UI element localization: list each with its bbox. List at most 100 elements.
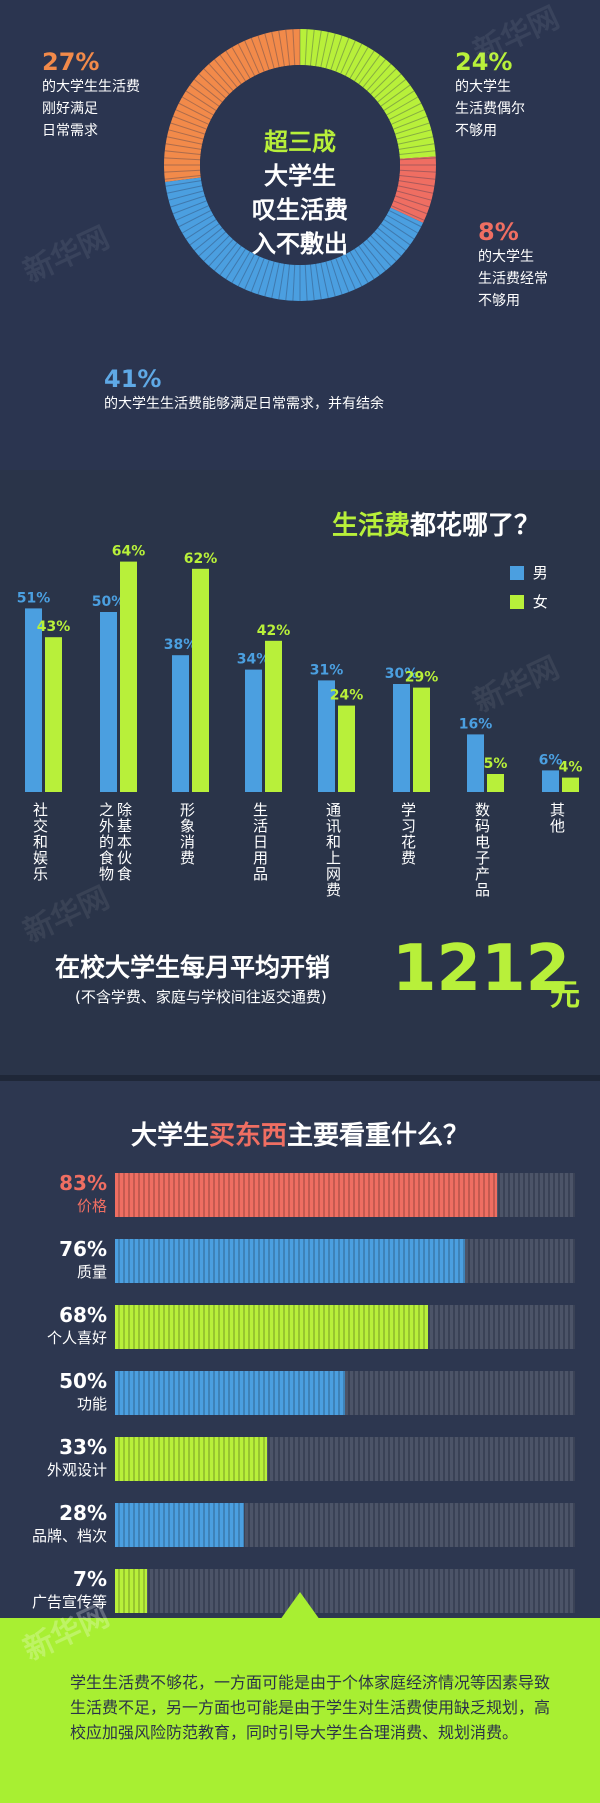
donut-stripe [214, 58, 238, 88]
bar-male [172, 655, 189, 792]
donut-label-24: 24% 的大学生 生活费偶尔 不够用 [455, 48, 525, 142]
donut-stripe [164, 157, 201, 161]
bar-value-label: 6% [539, 752, 563, 768]
donut-chart [164, 29, 436, 301]
donut-stripe [315, 30, 322, 67]
donut-stripe [168, 129, 204, 140]
spending-bar-chart: 51% 43% 50% 64% 38% 62% 34% 42% 31% 24% 30%29% 16% 5… [17, 544, 583, 792]
note-text: 学生生活费不够花，一方面可能是由于个体家庭经济情况等因素导致生活费不足，另一方面… [70, 1673, 551, 1742]
legend-swatch [510, 565, 524, 580]
donut-stripe [166, 185, 203, 194]
bar-female [192, 568, 209, 792]
donut-stripe [399, 174, 436, 180]
donut-stripe [393, 200, 428, 215]
donut-stripe [391, 109, 425, 125]
donut-text: 的大学生 [478, 249, 534, 265]
category-label: 除基本伙食之外的食物 [97, 802, 133, 882]
donut-text: 生活费偶尔 [455, 101, 525, 117]
donut-stripe [250, 37, 265, 72]
bar-female [338, 705, 355, 792]
donut-text: 的大学生生活费 [42, 79, 140, 95]
category-label: 其他 [548, 802, 566, 834]
donut-stripe [380, 223, 411, 246]
donut-stripe [225, 50, 246, 82]
bar-female [265, 640, 282, 792]
donut-stripe [399, 157, 436, 161]
factors-section: 大学生买东西主要看重什么？ 83% 价格 76% 质量 68% 个人喜好 50% 功能 33% 外… [0, 1075, 600, 1618]
donut-section: 超三成 大学生 叹生活费 入不敷出 27% 的大学生生活费 刚好满足 日常需求 … [0, 0, 600, 470]
donut-label-41: 41% 的大学生生活费能够满足日常需求，并有结余 [104, 365, 384, 415]
bar-female [45, 637, 62, 792]
avg-spend-title: 在校大学生每月平均开销 [55, 953, 331, 982]
donut-stripe [244, 256, 260, 290]
donut-stripe [185, 219, 217, 240]
watermark: 新华网 [18, 880, 115, 951]
donut-stripe [366, 238, 392, 267]
donut-stripe [271, 31, 280, 68]
factor-fill [115, 1569, 148, 1613]
donut-stripe [170, 195, 206, 208]
factors-title-b: 主要看重什么？ [287, 1121, 470, 1151]
donut-title-line: 大学生 [264, 162, 336, 190]
avg-spend-note: (不含学费、家庭与学校间往返交通费) [75, 988, 327, 1006]
donut-stripe [309, 29, 315, 66]
bar-female [120, 561, 137, 792]
donut-stripe [362, 58, 386, 88]
donut-stripe [383, 219, 415, 240]
donut-stripe [292, 29, 296, 66]
category-label: 形象消费 [178, 802, 196, 866]
donut-stripe [397, 185, 434, 194]
donut-stripe [164, 150, 201, 156]
bar-male [318, 680, 335, 792]
donut-stripe [285, 29, 291, 66]
donut-slice [300, 29, 436, 159]
spending-section: 生活费都花哪了？ 男 女 51% 43% 50% 64% 38% 62% 34% 42% 31%… [0, 470, 600, 1075]
bar-value-label: 34% [237, 652, 271, 668]
donut-stripe [397, 136, 434, 145]
factor-fill [115, 1371, 345, 1415]
factors-title-a: 大学生 [130, 1121, 209, 1151]
avg-spend-value: 1212 [392, 932, 571, 1006]
donut-stripe [344, 43, 363, 77]
donut-stripe [164, 174, 201, 180]
donut-stripe [231, 46, 251, 79]
donut-stripe [231, 251, 251, 284]
bar-male [25, 608, 42, 792]
category-label: 生活日用品 [251, 802, 269, 882]
bar-male [245, 669, 262, 792]
note-pointer [280, 1592, 320, 1620]
donut-stripe [271, 262, 280, 299]
factor-fill [115, 1437, 267, 1481]
donut-stripe [394, 122, 430, 135]
donut-center-title: 超三成 大学生 叹生活费 入不敷出 [220, 125, 380, 261]
donut-stripe [393, 115, 428, 130]
donut-text: 生活费经常 [478, 271, 548, 287]
donut-stripe [398, 143, 435, 150]
donut-title-line: 超三成 [264, 128, 336, 156]
donut-stripe [278, 30, 285, 67]
donut-text: 不够用 [478, 293, 520, 309]
bar-female [562, 777, 579, 792]
donut-stripe [330, 35, 343, 71]
category-label: 社交和娱乐 [31, 802, 49, 882]
donut-stripe [398, 180, 435, 187]
spending-title-rest: 都花哪了？ [410, 511, 541, 541]
donut-stripe [325, 261, 336, 297]
donut-stripe [170, 122, 206, 135]
donut-stripe [164, 169, 201, 173]
donut-stripe [399, 169, 436, 173]
donut-stripe [292, 264, 296, 301]
bar-male [100, 612, 117, 792]
donut-stripe [225, 248, 246, 280]
bar-value-label: 64% [112, 544, 146, 560]
donut-stripe [181, 214, 214, 234]
donut-stripe [354, 248, 375, 280]
donut-pct: 24% [455, 48, 513, 76]
donut-stripe [340, 40, 356, 74]
donut-pct: 41% [104, 365, 162, 393]
donut-stripe [208, 63, 234, 92]
donut-stripe [388, 209, 422, 228]
bar-value-label: 4% [559, 760, 583, 776]
legend-item-female: 女 [510, 591, 548, 612]
category-label: 通讯和上网费 [324, 802, 342, 898]
